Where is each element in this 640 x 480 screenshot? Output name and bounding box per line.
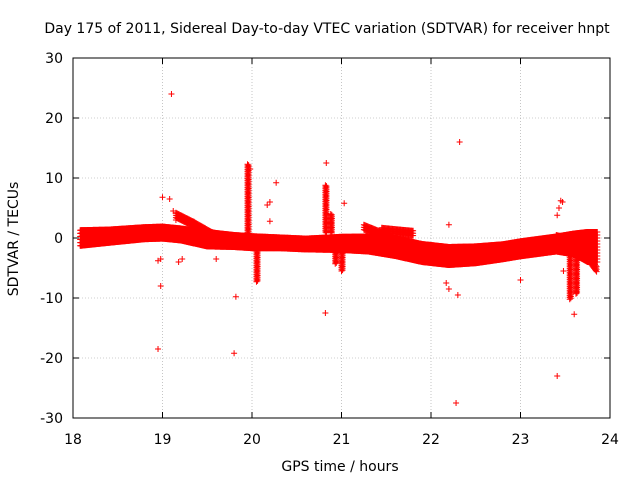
data-points (77, 91, 601, 406)
chart-title: Day 175 of 2011, Sidereal Day-to-day VTE… (44, 21, 610, 37)
grid-lines (73, 58, 610, 418)
